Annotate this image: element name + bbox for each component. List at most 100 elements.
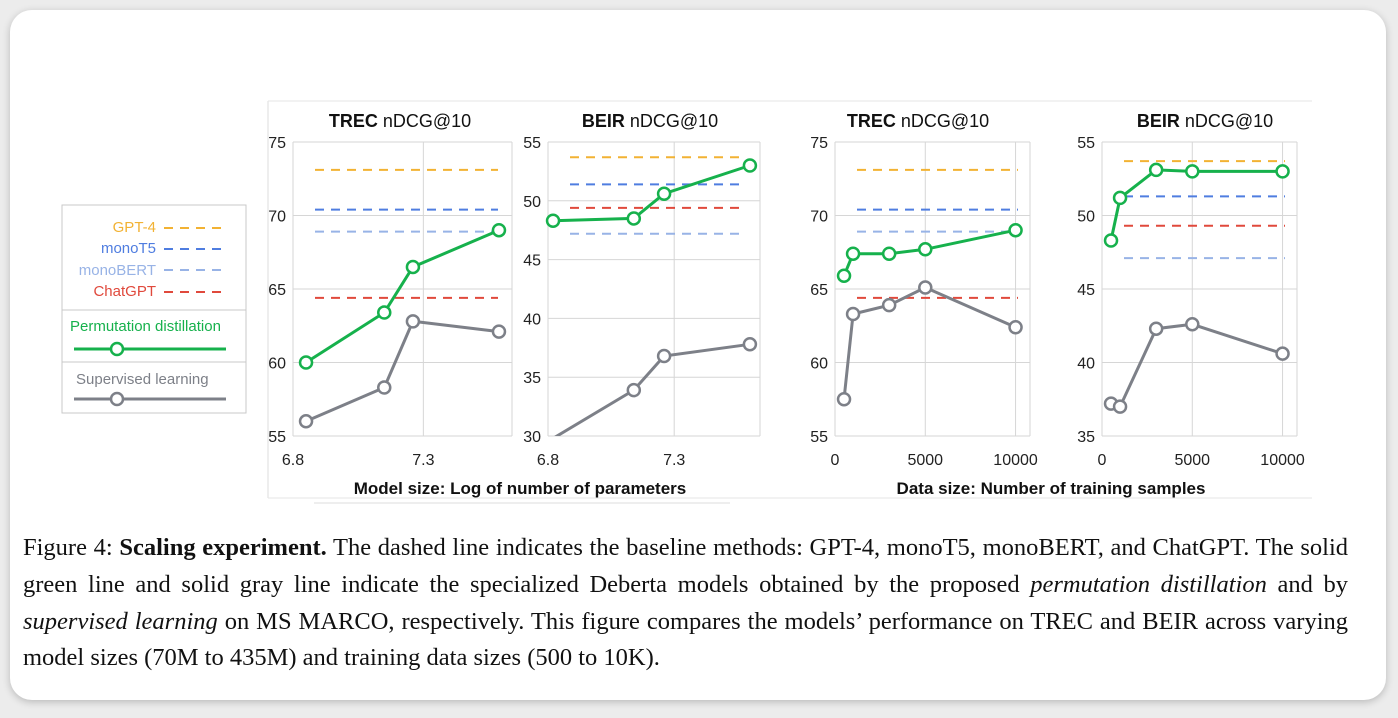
data-point-supervised bbox=[1185, 317, 1200, 332]
data-point-permutation bbox=[881, 246, 897, 261]
series-line-permutation bbox=[305, 228, 500, 364]
chart-title-metric: nDCG@10 bbox=[1180, 111, 1273, 131]
chart-title: BEIR nDCG@10 bbox=[1137, 111, 1273, 131]
chart-panel-1: 55 60 65 70 75 6.8 7.3 TREC nDCG@10 bbox=[268, 111, 513, 469]
legend-supervised-label: Supervised learning bbox=[76, 371, 209, 388]
x-tick-label: 5000 bbox=[1174, 452, 1210, 469]
x-tick-label: 0 bbox=[1098, 452, 1107, 469]
data-point-supervised bbox=[881, 297, 897, 313]
data-point-supervised bbox=[845, 306, 861, 322]
data-point-supervised bbox=[1275, 346, 1290, 361]
data-point-supervised bbox=[742, 337, 758, 352]
y-tick-label: 55 bbox=[268, 429, 286, 446]
chart-title-metric: nDCG@10 bbox=[896, 111, 989, 131]
caption-text-1: The dashed line indicates the baseline m… bbox=[23, 534, 1348, 598]
x-axis-label-model-size: Model size: Log of number of parameters bbox=[354, 479, 687, 498]
data-point-permutation bbox=[545, 213, 561, 229]
data-point-permutation bbox=[1275, 164, 1290, 179]
chart-title: TREC nDCG@10 bbox=[847, 111, 989, 131]
data-point-supervised bbox=[298, 414, 314, 429]
series-line-permutation bbox=[1109, 168, 1283, 241]
data-point-supervised bbox=[377, 380, 392, 395]
y-tick-label: 45 bbox=[523, 253, 541, 270]
data-point-permutation bbox=[1103, 233, 1119, 248]
x-tick-label: 0 bbox=[831, 452, 840, 469]
caption-text-2: and by bbox=[1266, 570, 1349, 598]
x-tick-label: 7.3 bbox=[663, 452, 685, 469]
series-line-supervised bbox=[554, 342, 751, 436]
data-point-permutation bbox=[836, 268, 852, 284]
y-tick-label: 55 bbox=[523, 135, 541, 152]
y-tick-label: 75 bbox=[810, 135, 828, 152]
y-tick-label: 65 bbox=[810, 282, 828, 299]
caption-bold-title: Scaling experiment. bbox=[119, 534, 327, 561]
legend-monot5-label: monoT5 bbox=[101, 240, 156, 257]
y-tick-label: 70 bbox=[810, 209, 828, 226]
y-tick-label: 40 bbox=[1077, 356, 1095, 373]
x-tick-label: 7.3 bbox=[412, 452, 434, 469]
x-tick-label: 10000 bbox=[1260, 452, 1305, 469]
caption-text-3: on MS MARCO, respectively. This figure c… bbox=[23, 607, 1348, 672]
chart-title-metric: nDCG@10 bbox=[625, 111, 718, 131]
data-point-permutation bbox=[405, 259, 421, 275]
caption-italic-supervised: supervised learning bbox=[23, 607, 218, 635]
y-tick-label: 75 bbox=[268, 135, 286, 152]
data-point-permutation bbox=[742, 158, 758, 173]
legend-box bbox=[61, 204, 247, 414]
data-point-permutation bbox=[1148, 162, 1164, 178]
legend-permutation-marker bbox=[109, 341, 125, 357]
x-tick-label: 10000 bbox=[993, 452, 1038, 469]
data-point-supervised bbox=[626, 382, 642, 398]
chart-panel-4: 35 40 45 50 55 0 5000 10000 BEIR nDCG@10 bbox=[1077, 111, 1305, 469]
y-tick-label: 70 bbox=[268, 209, 286, 226]
y-tick-label: 55 bbox=[1077, 135, 1095, 152]
chart-panels: 55 60 65 70 75 6.8 7.3 TREC nDCG@10 30 35 40 45 50 55… bbox=[268, 111, 1305, 469]
data-point-supervised bbox=[1008, 319, 1023, 335]
chart-title-dataset: TREC bbox=[329, 111, 378, 131]
y-tick-label: 65 bbox=[268, 282, 286, 299]
data-point-supervised bbox=[491, 324, 507, 339]
figure-4-charts: GPT-4 monoT5 monoBERT ChatGPT Permutatio… bbox=[61, 100, 1312, 504]
legend-monobert-label: monoBERT bbox=[79, 262, 156, 279]
y-tick-label: 50 bbox=[523, 194, 541, 211]
y-tick-label: 60 bbox=[810, 356, 828, 373]
x-tick-label: 6.8 bbox=[282, 452, 304, 469]
data-point-supervised bbox=[836, 392, 852, 407]
figure-caption: Figure 4: Scaling experiment. The dashed… bbox=[23, 530, 1348, 677]
y-tick-label: 45 bbox=[1077, 282, 1095, 299]
data-point-supervised bbox=[918, 280, 933, 295]
caption-label: Figure 4: bbox=[23, 534, 113, 561]
data-point-supervised bbox=[656, 348, 672, 364]
chart-panel-2: 30 35 40 45 50 55 6.8 7.3 BEIR nDCG@10 bbox=[523, 111, 761, 469]
chart-title-dataset: BEIR bbox=[1137, 111, 1180, 131]
legend-supervised-marker bbox=[109, 391, 125, 407]
y-tick-label: 40 bbox=[523, 311, 541, 328]
chart-panel-3: 55 60 65 70 75 0 5000 10000 TREC nDCG@10 bbox=[810, 111, 1038, 469]
data-point-permutation bbox=[918, 242, 933, 257]
legend: GPT-4 monoT5 monoBERT ChatGPT Permutatio… bbox=[61, 204, 247, 414]
chart-title-dataset: TREC bbox=[847, 111, 896, 131]
y-tick-label: 50 bbox=[1077, 209, 1095, 226]
legend-gpt4-label: GPT-4 bbox=[113, 219, 156, 236]
data-point-permutation bbox=[298, 355, 314, 370]
y-tick-label: 35 bbox=[1077, 429, 1095, 446]
y-tick-label: 35 bbox=[523, 370, 541, 387]
caption-italic-permutation: permutation distillation bbox=[1030, 570, 1267, 598]
y-tick-label: 30 bbox=[523, 429, 541, 446]
legend-chatgpt-label: ChatGPT bbox=[93, 283, 156, 300]
data-point-supervised bbox=[405, 314, 421, 329]
data-point-permutation bbox=[377, 305, 392, 320]
data-point-permutation bbox=[1112, 190, 1128, 206]
chart-title-metric: nDCG@10 bbox=[378, 111, 471, 131]
data-point-supervised bbox=[1148, 321, 1164, 336]
chart-title: BEIR nDCG@10 bbox=[582, 111, 718, 131]
series-line-supervised bbox=[842, 285, 1017, 400]
series-line-supervised bbox=[305, 319, 500, 423]
data-point-supervised bbox=[1112, 399, 1128, 414]
series-line-permutation bbox=[552, 164, 751, 223]
x-tick-label: 6.8 bbox=[537, 452, 559, 469]
chart-title: TREC nDCG@10 bbox=[329, 111, 471, 131]
series-line-supervised bbox=[1110, 322, 1284, 409]
x-axis-label-data-size: Data size: Number of training samples bbox=[897, 479, 1206, 498]
x-tick-label: 5000 bbox=[907, 452, 943, 469]
